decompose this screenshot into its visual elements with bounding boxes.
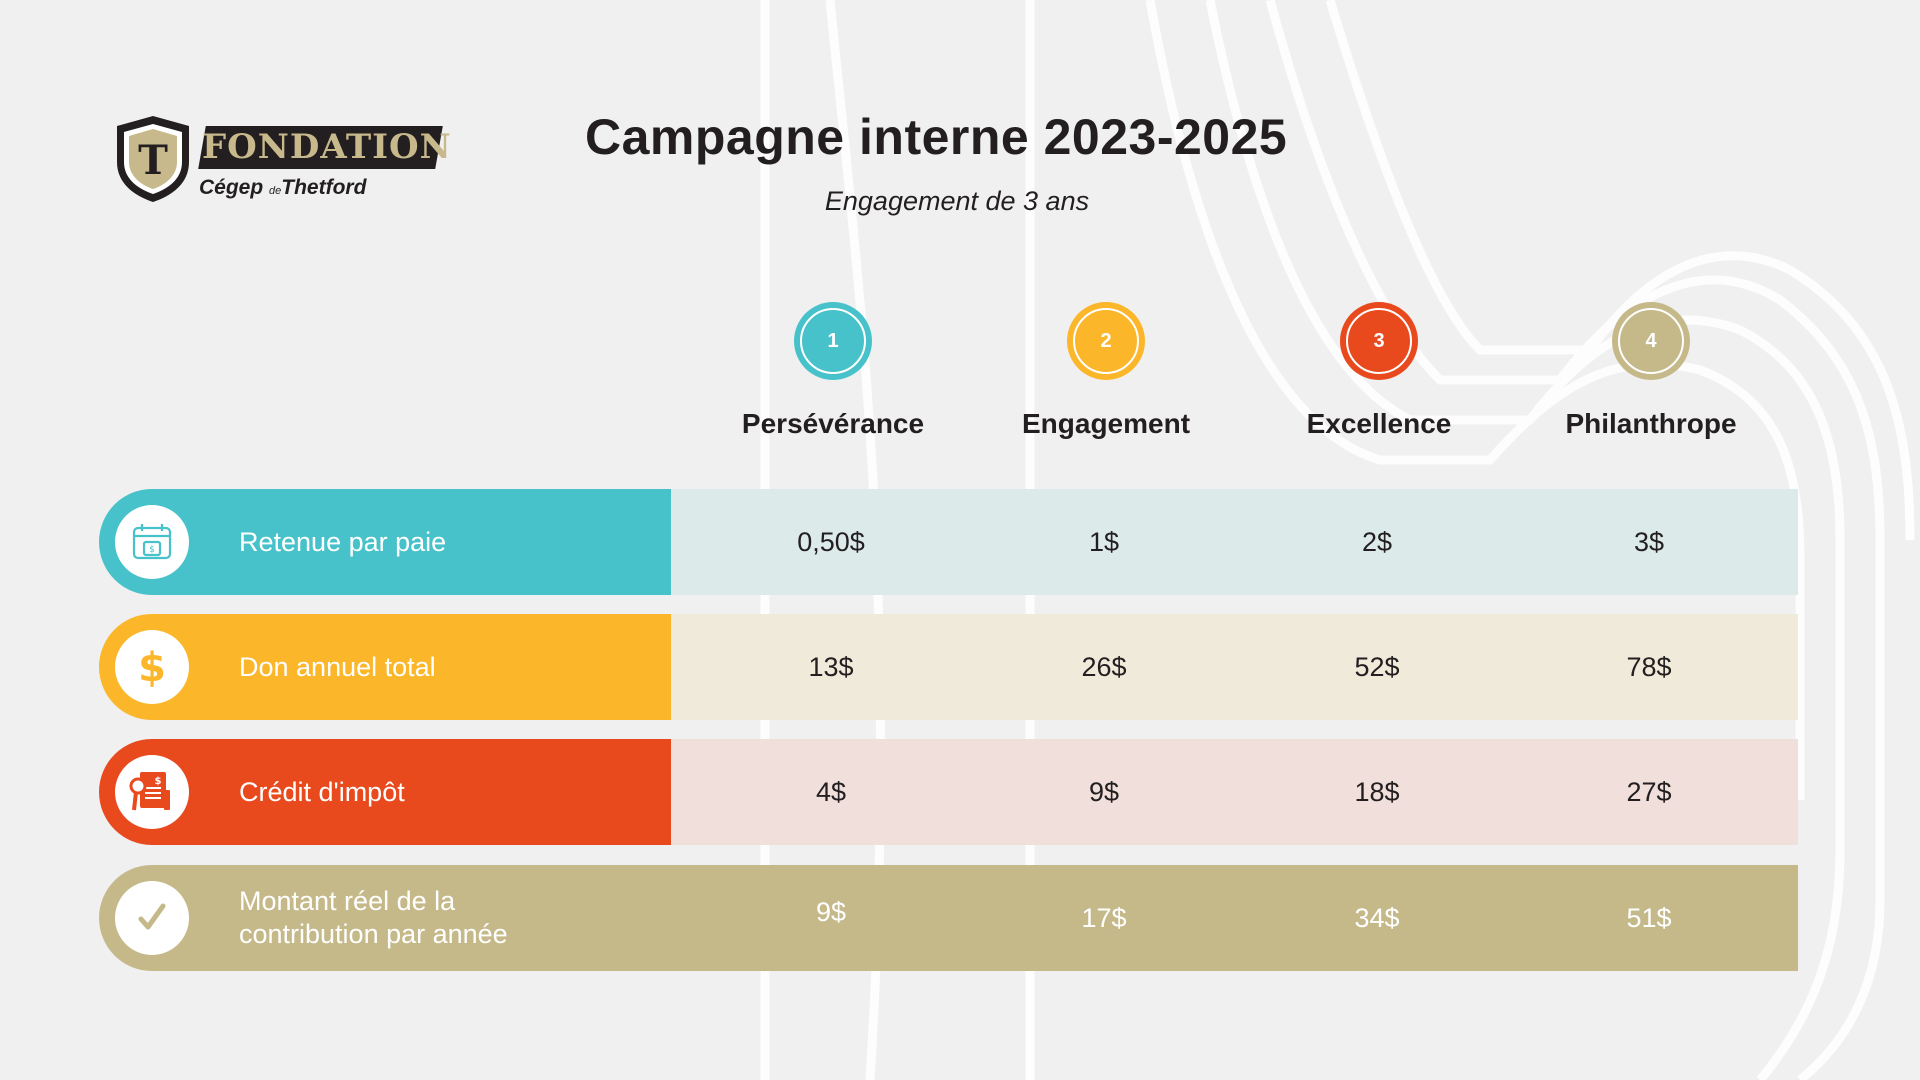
- row-values-band: [671, 865, 1798, 971]
- value-cell: 34$: [1354, 902, 1400, 933]
- value-cell: 3$: [1633, 526, 1665, 557]
- value-cell: 17$: [1081, 902, 1127, 933]
- level-number: 1: [827, 329, 839, 352]
- value-cell: 9$: [815, 896, 847, 927]
- svg-text:$: $: [155, 776, 162, 787]
- logo-wordmark-text: FONDATION: [202, 127, 452, 167]
- value-cell: 18$: [1354, 776, 1400, 807]
- level-badge: 4: [1612, 302, 1690, 380]
- level-number: 4: [1645, 329, 1657, 352]
- level-header-2: 2 Engagement: [976, 302, 1236, 440]
- value-cell: 1$: [1088, 526, 1120, 557]
- row-montant-reel: Montant réel de la contribution par anné…: [99, 865, 1798, 971]
- svg-text:T: T: [138, 137, 168, 184]
- row-label-band: [99, 614, 671, 720]
- value-cell: 13$: [808, 651, 854, 682]
- value-cell: 78$: [1626, 651, 1672, 682]
- row-values-band: [671, 489, 1798, 595]
- tax-document-icon: $: [115, 755, 189, 829]
- row-label-band: [99, 865, 671, 971]
- row-label-band: [99, 739, 671, 845]
- value-cell: 51$: [1626, 902, 1672, 933]
- value-cell: 27$: [1626, 776, 1672, 807]
- row-credit-impot: $ Crédit d'impôt 4$ 9$ 18$ 27$: [99, 739, 1798, 845]
- row-label-band: [99, 489, 671, 595]
- svg-text:$: $: [138, 645, 166, 691]
- level-badge: 3: [1340, 302, 1418, 380]
- row-label: Don annuel total: [239, 651, 436, 682]
- row-label-line1: Montant réel de la: [239, 886, 456, 916]
- logo-sub-bold: Thetford: [281, 176, 367, 199]
- level-name: Engagement: [1021, 408, 1191, 439]
- row-label-line2: contribution par année: [239, 919, 508, 949]
- page-subtitle: Engagement de 3 ans: [824, 186, 1090, 216]
- row-retenue-par-paie: $ Retenue par paie 0,50$ 1$ 2$ 3$: [99, 489, 1798, 595]
- level-badge: 1: [794, 302, 872, 380]
- level-header-3: 3 Excellence: [1249, 302, 1509, 440]
- value-cell: 4$: [815, 776, 847, 807]
- svg-text:$: $: [149, 545, 155, 555]
- level-name: Excellence: [1306, 408, 1452, 439]
- dollar-icon: $: [115, 630, 189, 704]
- value-cell: 9$: [1088, 776, 1120, 807]
- level-name: Persévérance: [741, 408, 925, 439]
- calendar-payroll-icon: $: [115, 505, 189, 579]
- level-header-1: 1 Persévérance: [703, 302, 963, 440]
- row-label: Crédit d'impôt: [239, 776, 405, 807]
- level-number: 2: [1100, 329, 1112, 352]
- checkmark-icon: [115, 881, 189, 955]
- logo-subtitle: Cégep deThetford: [199, 176, 366, 200]
- value-cell: 26$: [1081, 651, 1127, 682]
- level-name: Philanthrope: [1565, 408, 1737, 439]
- value-cell: 2$: [1361, 526, 1393, 557]
- row-values-band: [671, 739, 1798, 845]
- logo-sub-prefix: Cégep: [199, 176, 264, 199]
- value-cell: 0,50$: [797, 526, 865, 557]
- logo-wordmark: FONDATION: [198, 126, 452, 169]
- row-don-annuel-total: $ Don annuel total 13$ 26$ 52$ 78$: [99, 614, 1798, 720]
- level-header-4: 4 Philanthrope: [1521, 302, 1781, 440]
- row-values-band: [671, 614, 1798, 720]
- level-number: 3: [1373, 329, 1385, 352]
- logo-sub-small: de: [269, 185, 282, 197]
- shield-logo-icon: T: [117, 116, 189, 202]
- level-badge: 2: [1067, 302, 1145, 380]
- row-label: Retenue par paie: [239, 526, 447, 557]
- row-label: Montant réel de la contribution par anné…: [239, 865, 508, 971]
- page-title: Campagne interne 2023-2025: [585, 109, 1288, 165]
- fondation-logo: T FONDATION Cégep deThetford: [113, 114, 452, 206]
- value-cell: 52$: [1354, 651, 1400, 682]
